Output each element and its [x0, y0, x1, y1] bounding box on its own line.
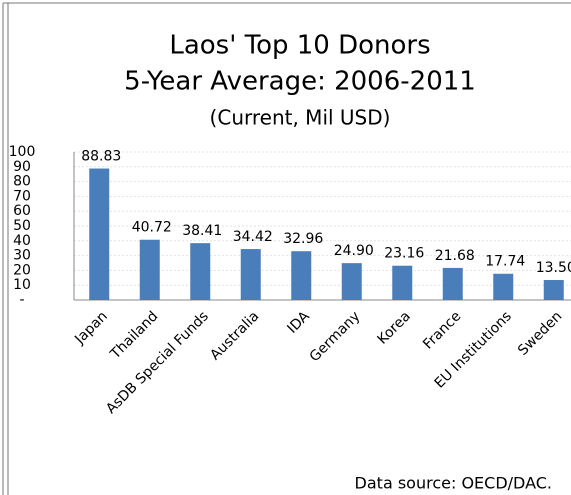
y-tick-label: 50 — [13, 218, 31, 234]
bar — [543, 280, 564, 300]
y-tick-label: - — [19, 292, 24, 308]
x-tick-label: Japan — [71, 308, 111, 348]
y-tick-label: 20 — [13, 262, 31, 278]
y-tick-label: 90 — [13, 159, 31, 175]
value-label: 21.68 — [435, 248, 475, 264]
bar — [240, 249, 261, 300]
y-tick-label: 100 — [9, 144, 36, 160]
bar — [493, 273, 514, 300]
chart-subtitle: 5-Year Average: 2006-2011 — [124, 67, 476, 97]
source-note: Data source: OECD/DAC. — [355, 474, 552, 493]
chart-title: Laos' Top 10 Donors — [169, 31, 430, 61]
value-label: 88.83 — [81, 149, 121, 165]
x-tick-label: Sweden — [515, 308, 565, 358]
bar — [392, 265, 413, 300]
bar — [442, 267, 463, 300]
value-label: 40.72 — [132, 220, 172, 236]
value-label: 34.42 — [233, 229, 273, 245]
value-label: 13.50 — [536, 260, 571, 276]
bar — [341, 263, 362, 300]
bar — [89, 168, 110, 300]
x-tick-label: IDA — [284, 308, 313, 337]
x-tick-label: France — [420, 308, 464, 352]
value-label: 32.96 — [283, 231, 323, 247]
x-tick-label: Korea — [375, 308, 414, 347]
bar — [190, 243, 211, 300]
y-tick-label: 80 — [13, 174, 31, 190]
y-tick-label: 60 — [13, 203, 31, 219]
value-label: 24.90 — [334, 243, 374, 259]
bar — [139, 239, 160, 300]
x-tick-label: Germany — [307, 308, 364, 365]
value-label: 38.41 — [182, 223, 222, 239]
y-tick-label: 30 — [13, 248, 31, 264]
y-tick-label: 40 — [13, 233, 31, 249]
y-tick-label: 70 — [13, 188, 31, 204]
x-tick-label: AsDB Special Funds — [103, 308, 212, 417]
chart-units: (Current, Mil USD) — [210, 106, 391, 130]
value-label: 23.16 — [384, 246, 424, 262]
bar — [291, 251, 312, 300]
value-label: 17.74 — [485, 254, 525, 270]
y-tick-label: 10 — [13, 277, 31, 293]
x-tick-label: Australia — [207, 308, 262, 363]
